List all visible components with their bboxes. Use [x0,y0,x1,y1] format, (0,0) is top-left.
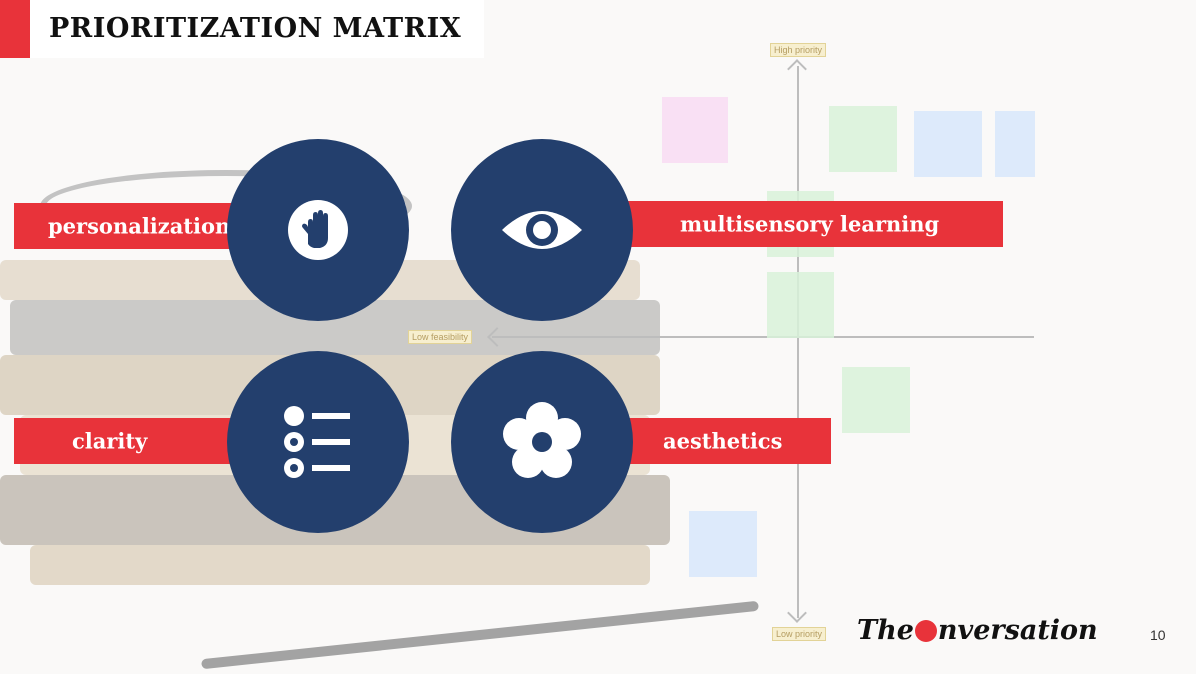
clarity-circle [227,351,409,533]
sticky-note [842,367,910,433]
sticky-note [995,111,1035,177]
vertical-axis [797,66,799,618]
eye-icon [502,211,582,249]
clarity-bar: clarity [14,418,264,464]
sticky-note [689,511,757,577]
personalization-label: personalization [48,213,231,239]
sticky-note [662,97,728,163]
multisensory-learning-label: multisensory learning [680,211,940,237]
horizontal-axis [492,336,1034,338]
raised-hand-icon [288,200,348,260]
sticky-note [767,272,834,338]
multisensory-learning-circle [451,139,633,321]
multisensory-learning-bar: multisensory learning [600,201,1003,247]
sticky-note [914,111,982,177]
personalization-circle [227,139,409,321]
low-priority-tag: Low priority [772,627,827,641]
aesthetics-circle [451,351,633,533]
low-feasibility-tag: Low feasibility [408,330,473,344]
speech-bubble-icon [914,619,937,642]
clarity-label: clarity [72,428,148,454]
personalization-bar: personalization [14,203,264,249]
title-accent [0,0,30,58]
sticky-note [829,106,897,172]
aesthetics-label: aesthetics [663,428,783,454]
flower-icon [503,402,581,478]
title-banner [0,0,484,58]
high-priority-tag: High priority [770,43,827,57]
page-number: 10 [1150,627,1166,643]
aesthetics-bar: aesthetics [600,418,831,464]
bullet-list-icon [284,406,350,478]
the-conversation-logo: The nversation [857,615,1098,646]
page-title: PRIORITIZATION MATRIX [49,13,462,44]
